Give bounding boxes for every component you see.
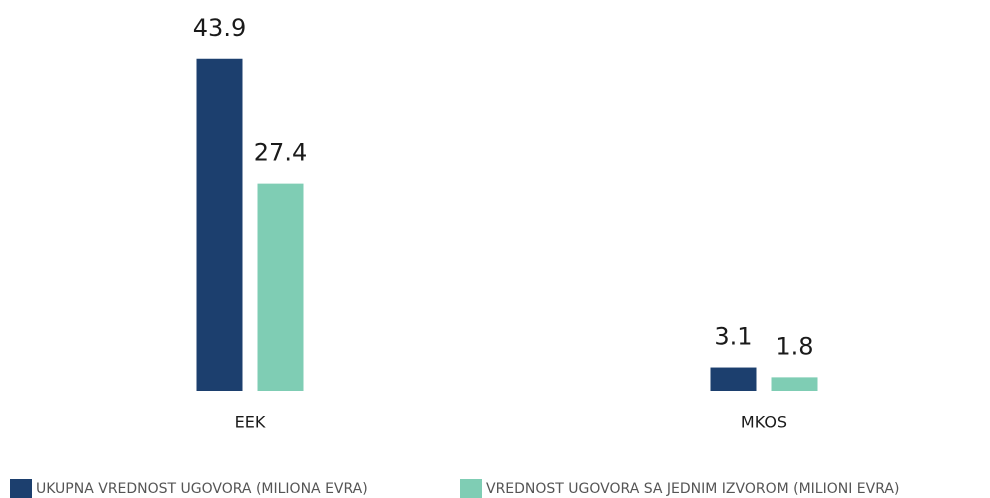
legend-label: VREDNOST UGOVORA SA JEDNIM IZVOROM (MILI… — [486, 481, 899, 497]
legend-label: UKUPNA VREDNOST UGOVORA (MILIONA EVRA) — [36, 481, 368, 497]
legend-swatch — [10, 479, 32, 498]
bar — [771, 377, 818, 391]
bar — [257, 183, 304, 391]
data-label: 3.1 — [714, 323, 752, 351]
data-label: 27.4 — [254, 139, 307, 167]
data-label: 43.9 — [193, 14, 246, 42]
x-tick-label: EEK — [235, 413, 266, 432]
legend-swatch — [460, 479, 482, 498]
bar — [710, 367, 757, 391]
bar — [196, 58, 243, 392]
data-label: 1.8 — [775, 332, 813, 360]
x-tick-label: MKOS — [741, 413, 787, 432]
